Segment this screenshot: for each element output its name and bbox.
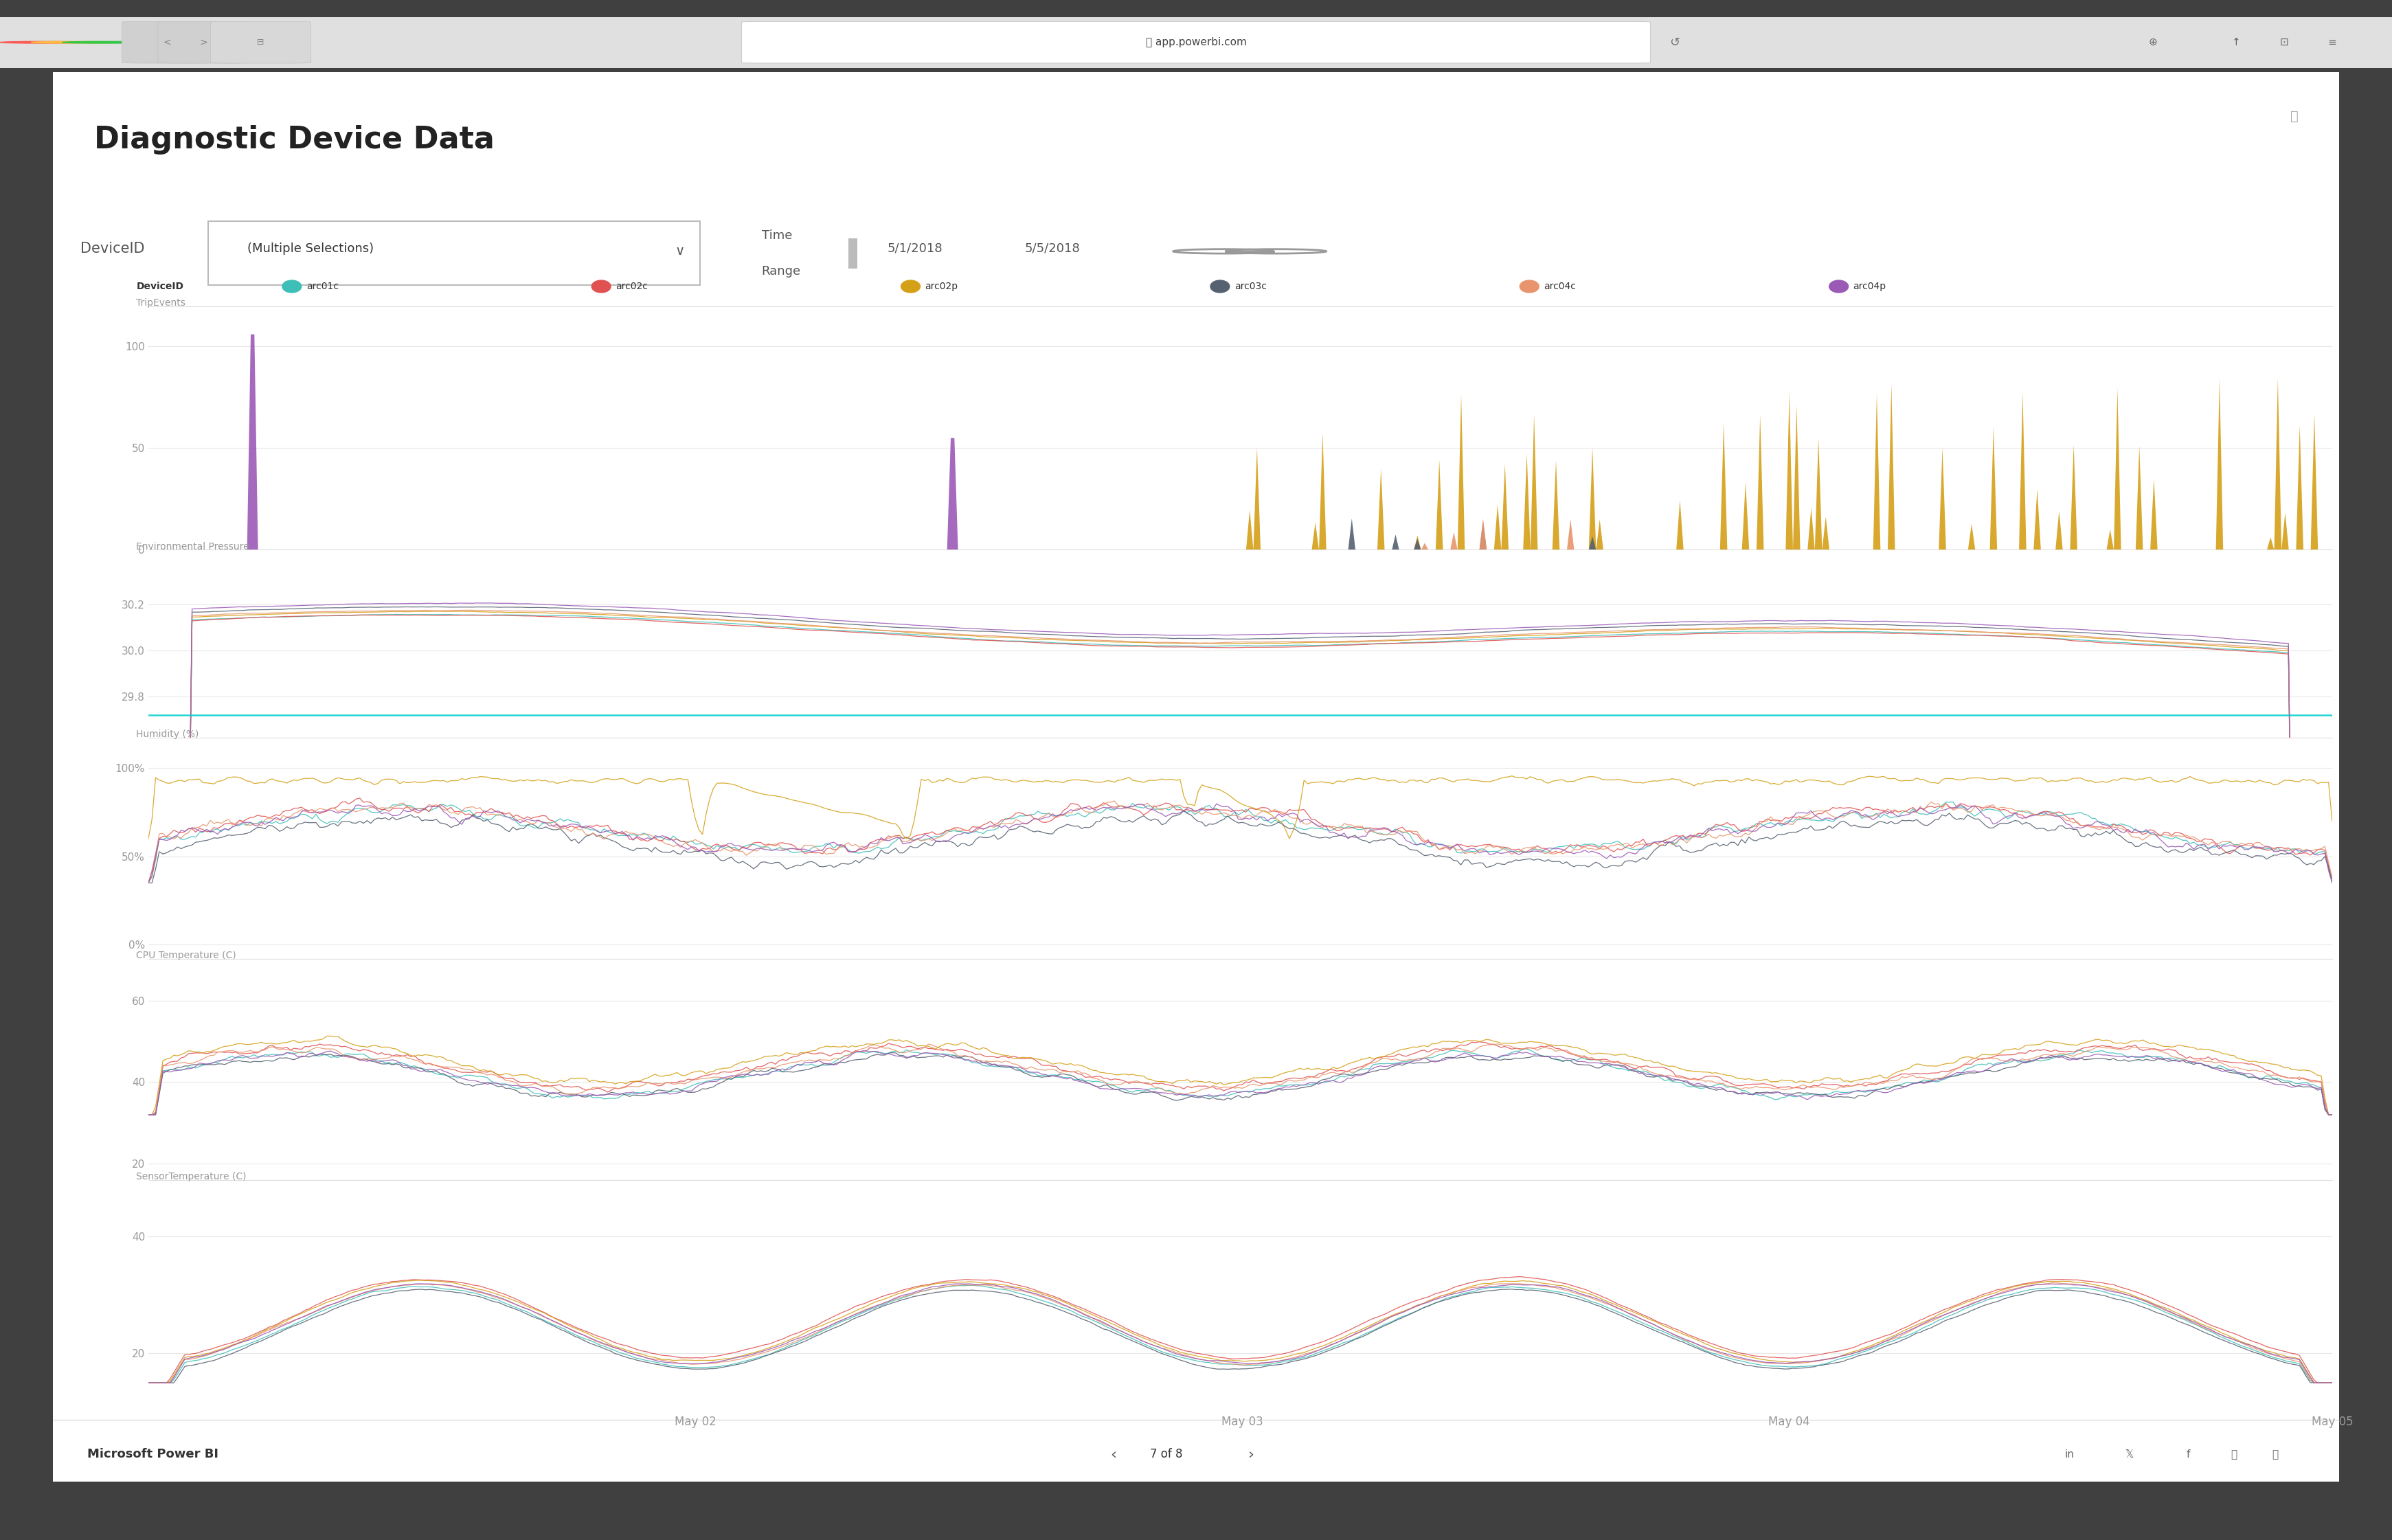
Text: arc01c: arc01c	[306, 282, 337, 291]
Text: Environmental Pressure: Environmental Pressure	[136, 542, 249, 551]
Text: ⊟: ⊟	[256, 39, 266, 46]
Circle shape	[31, 42, 117, 43]
Text: 5/1/2018: 5/1/2018	[887, 242, 942, 254]
Text: ↺: ↺	[1670, 35, 1679, 49]
Text: TripEvents: TripEvents	[136, 299, 187, 308]
Text: 𝕏: 𝕏	[2124, 1449, 2134, 1460]
FancyBboxPatch shape	[210, 22, 311, 63]
Text: 7 of 8: 7 of 8	[1151, 1448, 1184, 1460]
Text: ↑: ↑	[2232, 37, 2241, 48]
Bar	[849, 239, 859, 268]
Text: 5/5/2018: 5/5/2018	[1024, 242, 1079, 254]
Text: 🔒 app.powerbi.com: 🔒 app.powerbi.com	[1146, 37, 1246, 48]
Text: ‹: ‹	[1110, 1448, 1117, 1461]
Bar	[208, 222, 701, 285]
Text: arc03c: arc03c	[1234, 282, 1265, 291]
Text: arc02p: arc02p	[926, 282, 959, 291]
Text: ⤢: ⤢	[2272, 1449, 2280, 1460]
Text: arc04p: arc04p	[1854, 282, 1887, 291]
Text: SensorTemperature (C): SensorTemperature (C)	[136, 1172, 246, 1181]
Text: <: <	[163, 37, 172, 48]
Circle shape	[62, 42, 148, 43]
Text: arc02c: arc02c	[615, 282, 648, 291]
Text: ⊕: ⊕	[2148, 37, 2158, 48]
Text: ⊡: ⊡	[2280, 37, 2289, 48]
FancyBboxPatch shape	[742, 22, 1650, 63]
Text: Microsoft Power BI: Microsoft Power BI	[86, 1448, 218, 1460]
Text: Diagnostic Device Data: Diagnostic Device Data	[93, 125, 495, 154]
Circle shape	[0, 42, 86, 43]
Text: DeviceID: DeviceID	[136, 282, 184, 291]
FancyBboxPatch shape	[158, 22, 249, 63]
Text: arc04c: arc04c	[1543, 282, 1576, 291]
Text: ⤡: ⤡	[2232, 1449, 2237, 1460]
Text: ⤢: ⤢	[2289, 111, 2299, 123]
Text: in: in	[2064, 1449, 2074, 1460]
Text: CPU Temperature (C): CPU Temperature (C)	[136, 950, 237, 961]
Text: Time: Time	[761, 229, 792, 242]
Text: Humidity (%): Humidity (%)	[136, 730, 199, 739]
Text: (Multiple Selections): (Multiple Selections)	[246, 242, 373, 254]
FancyBboxPatch shape	[122, 22, 213, 63]
Text: >: >	[199, 37, 208, 48]
Text: ›: ›	[1249, 1448, 1253, 1461]
Text: ∨: ∨	[675, 245, 684, 257]
Text: f: f	[2186, 1449, 2191, 1460]
Text: Range: Range	[761, 265, 801, 277]
Text: ≡: ≡	[2327, 37, 2337, 48]
Text: DeviceID: DeviceID	[79, 242, 144, 256]
